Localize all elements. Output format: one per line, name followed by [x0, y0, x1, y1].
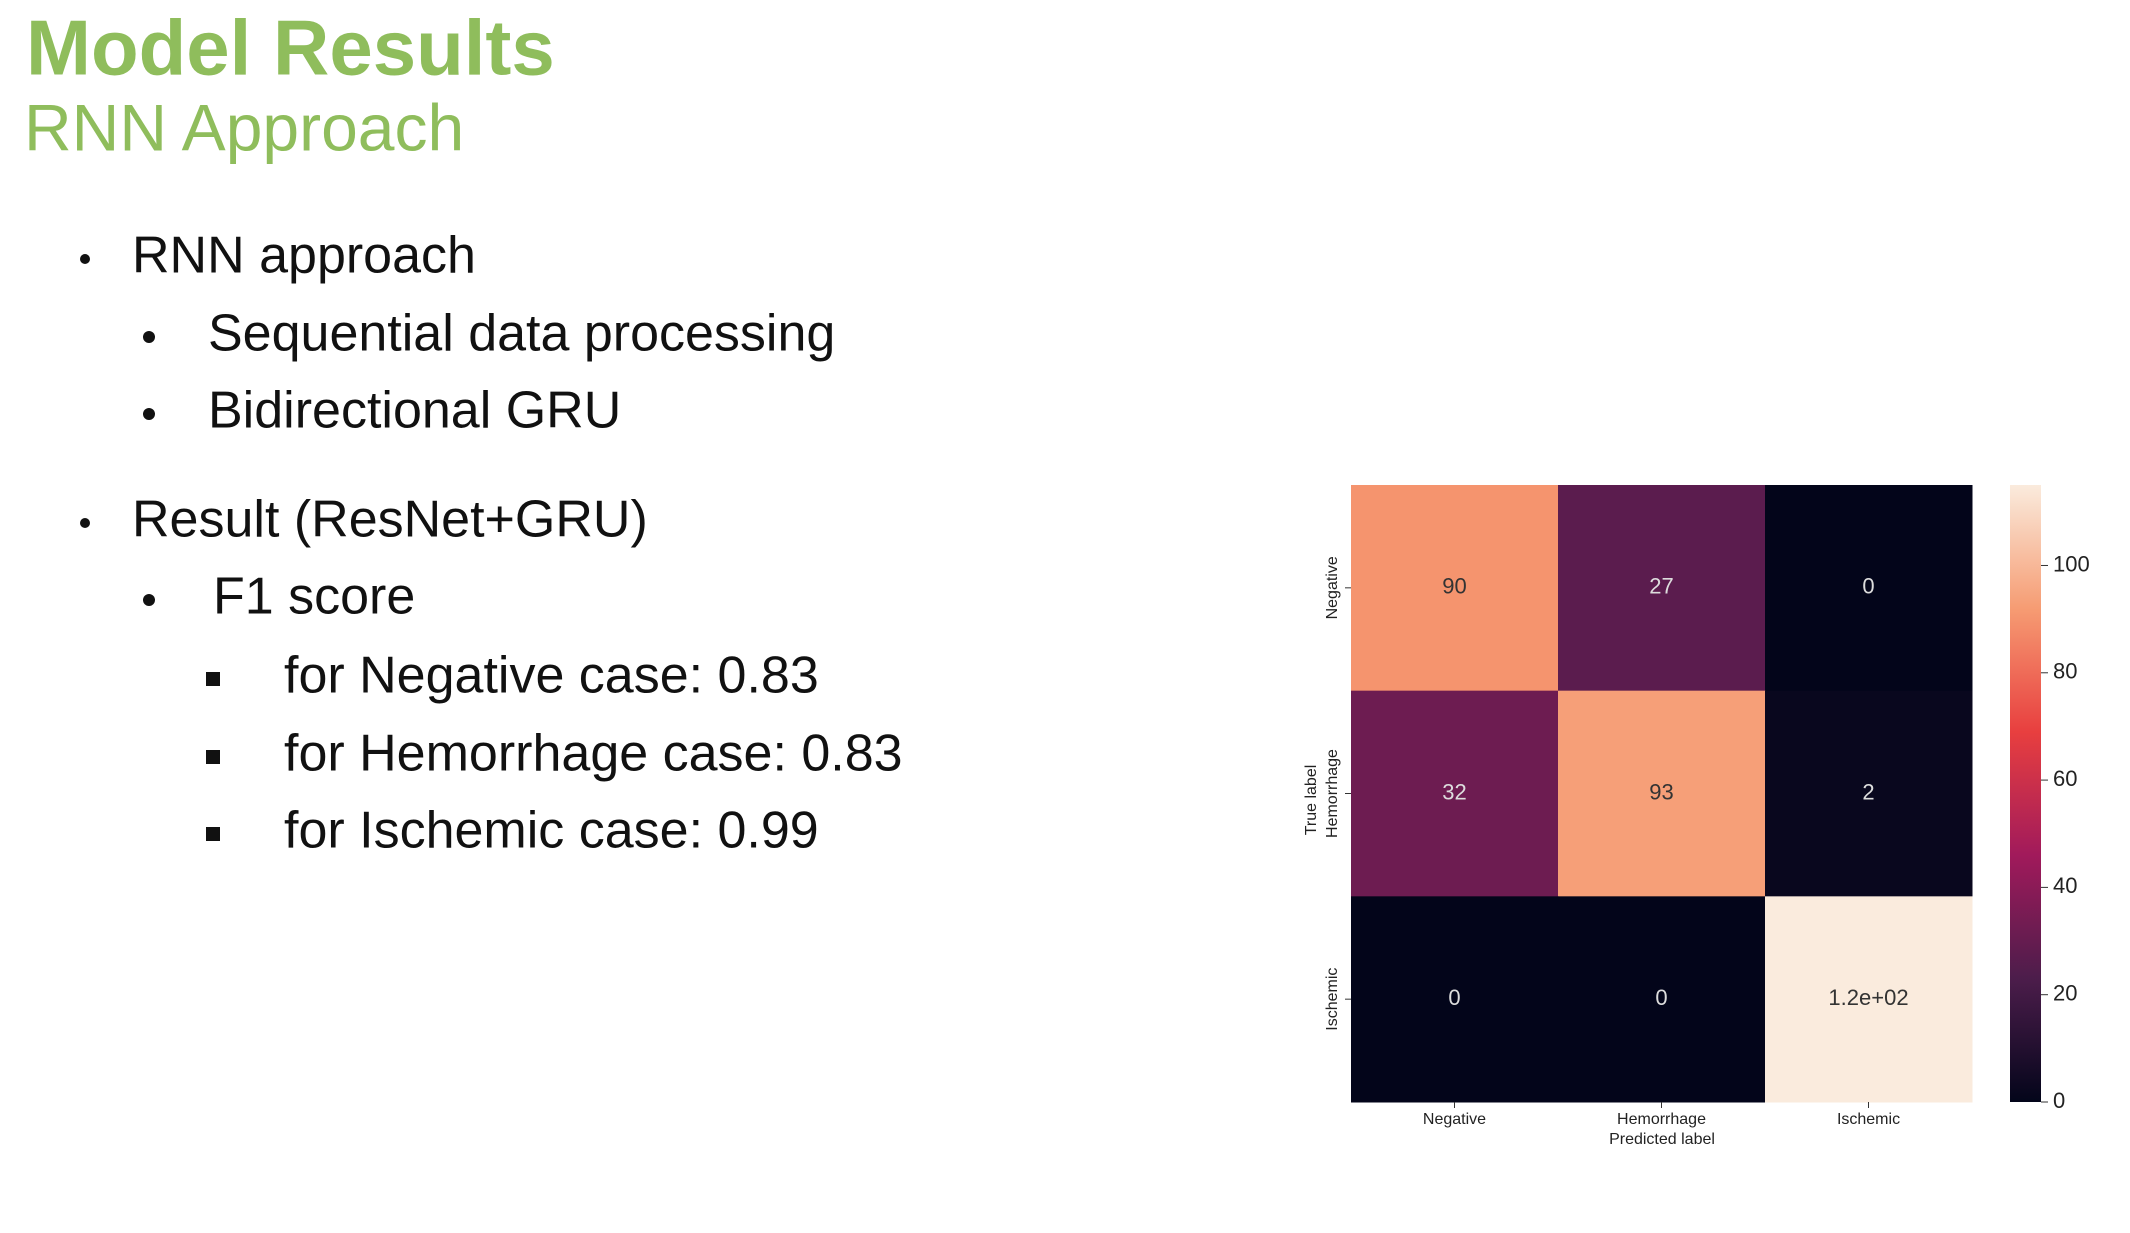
bullet	[80, 254, 90, 264]
bullet	[206, 750, 220, 764]
bullet	[206, 672, 220, 686]
bullet	[143, 408, 155, 420]
heatmap-cell	[1558, 896, 1766, 1103]
y-tick-label: Hemorrhage	[1324, 749, 1341, 838]
x-tick-label: Hemorrhage	[1617, 1111, 1706, 1128]
y-tick-label: Ischemic	[1324, 968, 1341, 1031]
heatmap-cell	[1558, 485, 1766, 692]
bullet-text: for Negative case: 0.83	[284, 647, 819, 705]
slide-subtitle: RNN Approach	[24, 90, 464, 164]
cell-label: 0	[1448, 985, 1460, 1010]
y-axis-label: True label	[1303, 765, 1320, 836]
colorbar-tick-label: 80	[2053, 659, 2077, 684]
colorbar	[2010, 485, 2041, 1102]
bullet-text: Result (ResNet+GRU)	[132, 491, 648, 549]
bullet	[206, 827, 220, 841]
cell-label: 0	[1862, 574, 1874, 599]
bullet-text: for Ischemic case: 0.99	[284, 802, 819, 860]
cell-label: 27	[1649, 574, 1673, 599]
x-tick-label: Ischemic	[1837, 1111, 1900, 1128]
cell-label: 2	[1862, 779, 1874, 804]
bullet-text: for Hemorrhage case: 0.83	[284, 725, 903, 783]
heatmap-cell	[1765, 485, 1973, 692]
heatmap-cell	[1765, 896, 1973, 1103]
cell-label: 93	[1649, 779, 1673, 804]
bullet-text: Sequential data processing	[208, 305, 835, 363]
x-tick-label: Negative	[1423, 1111, 1486, 1128]
colorbar-tick-label: 60	[2053, 766, 2077, 791]
bullet	[143, 331, 155, 343]
heatmap-cell	[1351, 485, 1559, 692]
cell-label: 0	[1655, 985, 1667, 1010]
bullet-text: F1 score	[213, 568, 415, 626]
cell-label: 90	[1442, 574, 1466, 599]
heatmap-cell	[1558, 690, 1766, 897]
cell-label: 32	[1442, 779, 1466, 804]
heatmap-cell	[1765, 690, 1973, 897]
colorbar-tick-label: 40	[2053, 873, 2077, 898]
bullet-text: Bidirectional GRU	[208, 382, 621, 440]
cell-label: 1.2e+02	[1828, 985, 1908, 1010]
x-axis-label: Predicted label	[1609, 1131, 1715, 1148]
heatmap-cell	[1351, 690, 1559, 897]
bullet-text: RNN approach	[132, 227, 476, 285]
colorbar-tick-label: 20	[2053, 981, 2077, 1006]
colorbar-tick-label: 100	[2053, 551, 2090, 576]
colorbar-tick-label: 0	[2053, 1088, 2065, 1113]
bullet	[80, 518, 90, 528]
heatmap-cell	[1351, 896, 1559, 1103]
slide-title: Model Results	[26, 4, 555, 92]
y-tick-label: Negative	[1324, 556, 1341, 619]
bullet	[143, 594, 155, 606]
